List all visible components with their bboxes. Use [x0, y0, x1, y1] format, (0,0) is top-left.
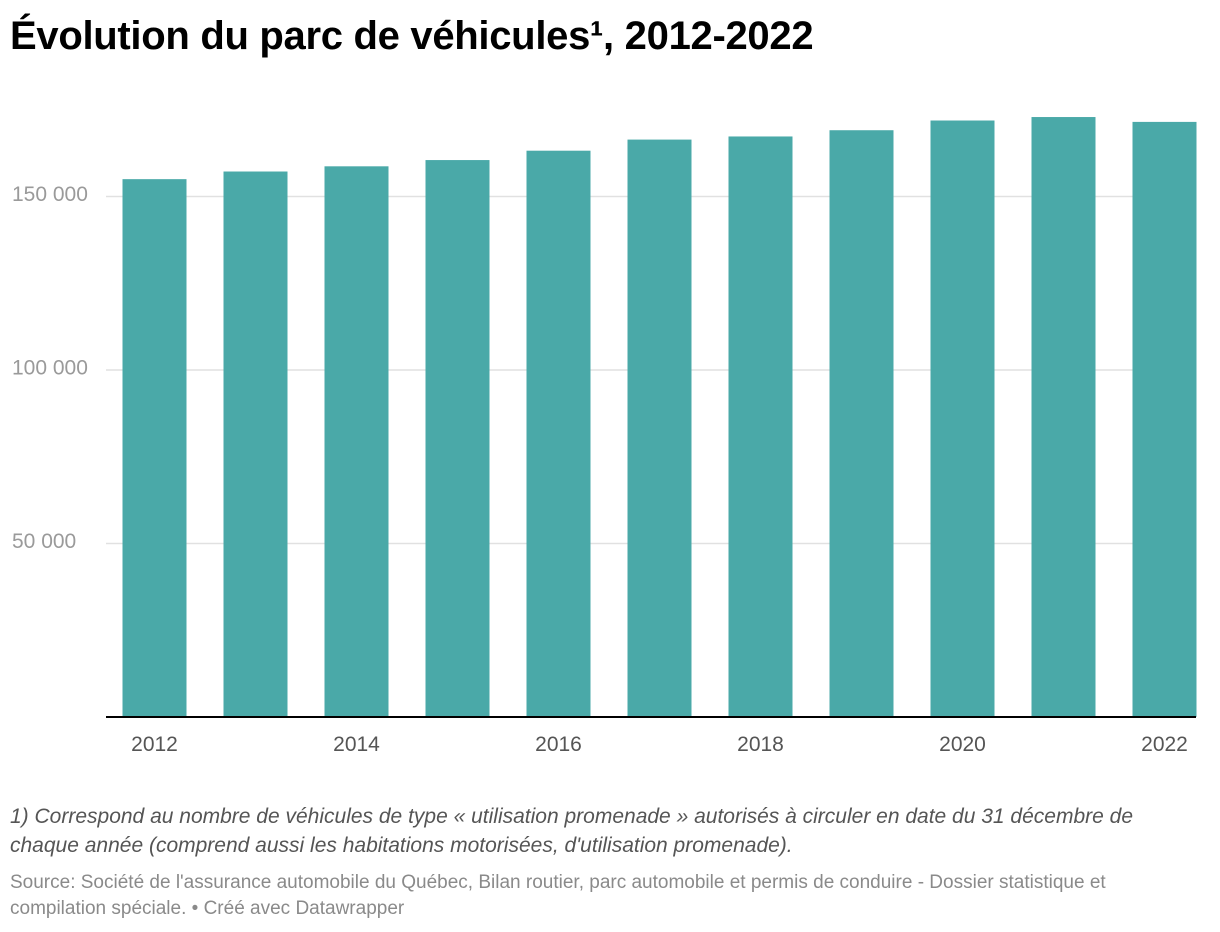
bar-chart: 50 000 100 000 150 000 2012 2014 2016 2018 202…: [12, 117, 1197, 756]
y-tick-label: 100 000: [12, 357, 88, 380]
chart-title: Évolution du parc de véhicules¹, 2012-20…: [10, 14, 814, 58]
bar-2019: [829, 130, 894, 717]
bar-2020: [930, 120, 995, 717]
x-tick-label: 2018: [737, 733, 784, 756]
source-credit: Source: Société de l'assurance automobil…: [10, 872, 1106, 919]
x-tick-label: 2016: [535, 733, 582, 756]
x-tick-label: 2014: [333, 733, 380, 756]
bar-2015: [425, 160, 490, 717]
footnote: 1) Correspond au nombre de véhicules de …: [10, 805, 1134, 857]
bar-2013: [223, 171, 288, 717]
bar-2012: [122, 179, 187, 717]
x-axis-ticks: 2012 2014 2016 2018 2020 2022: [131, 733, 1188, 756]
x-tick-label: 2012: [131, 733, 178, 756]
y-axis-ticks: 50 000 100 000 150 000: [12, 183, 88, 553]
bar-2016: [526, 150, 591, 718]
y-tick-label: 50 000: [12, 530, 76, 553]
bar-2017: [627, 139, 692, 718]
bar-2021: [1031, 117, 1096, 718]
x-tick-label: 2020: [939, 733, 986, 756]
x-tick-label: 2022: [1141, 733, 1188, 756]
bars: [122, 117, 1197, 718]
bar-2014: [324, 166, 389, 717]
bar-2022: [1132, 121, 1197, 717]
y-tick-label: 150 000: [12, 183, 88, 206]
bar-2018: [728, 136, 793, 717]
